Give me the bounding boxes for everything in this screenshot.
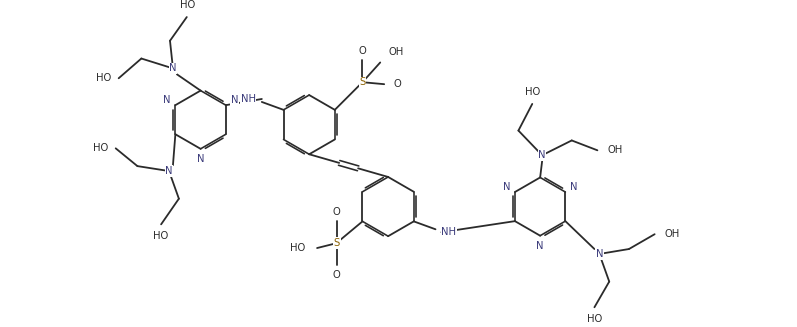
- Text: HO: HO: [290, 243, 305, 253]
- Text: OH: OH: [665, 229, 680, 239]
- Text: NH: NH: [241, 94, 256, 104]
- Text: O: O: [393, 79, 401, 89]
- Text: HO: HO: [180, 0, 195, 10]
- Text: OH: OH: [607, 145, 622, 155]
- Text: N: N: [197, 154, 204, 164]
- Text: S: S: [334, 238, 340, 248]
- Text: NH: NH: [442, 227, 457, 237]
- Text: O: O: [359, 46, 367, 56]
- Text: N: N: [503, 182, 510, 192]
- Text: OH: OH: [388, 47, 403, 57]
- Text: HO: HO: [524, 87, 540, 97]
- Text: N: N: [230, 95, 238, 105]
- Text: HO: HO: [154, 231, 169, 241]
- Text: HO: HO: [587, 314, 602, 324]
- Text: N: N: [163, 95, 171, 105]
- Text: N: N: [538, 150, 546, 160]
- Text: N: N: [570, 182, 578, 192]
- Text: S: S: [359, 77, 366, 87]
- Text: O: O: [333, 270, 340, 280]
- Text: N: N: [595, 249, 603, 259]
- Text: N: N: [165, 166, 173, 176]
- Text: HO: HO: [96, 73, 111, 83]
- Text: O: O: [333, 207, 340, 216]
- Text: N: N: [169, 63, 177, 73]
- Text: N: N: [536, 241, 544, 250]
- Text: HO: HO: [92, 143, 108, 153]
